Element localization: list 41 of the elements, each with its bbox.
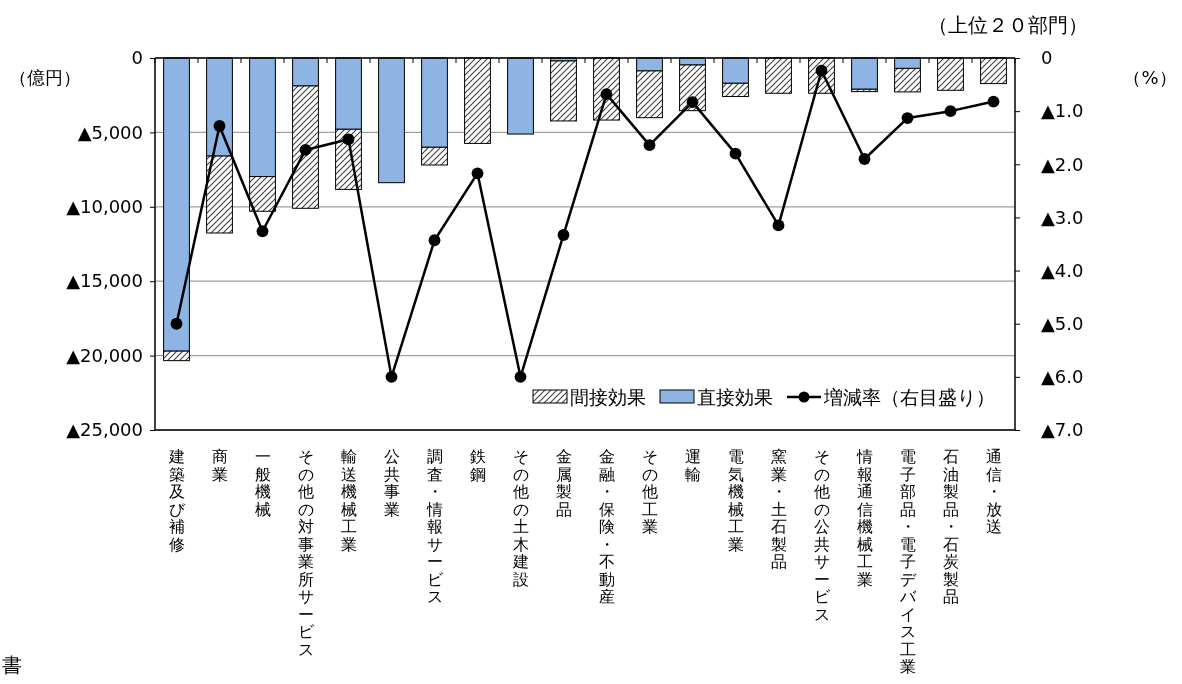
x-tick-label: 通信・放送 <box>985 447 1002 536</box>
x-tick-label: 商業 <box>211 447 228 484</box>
y-tick-label: ▲5,000 <box>77 121 143 143</box>
y2-axis-title: （%） <box>1123 67 1177 88</box>
category-label: 金融・保険・不動産 <box>598 447 615 606</box>
category-label: 調査・情報サービス <box>426 447 443 606</box>
x-tick-label: 公共事業 <box>383 447 400 519</box>
chart-subtitle: （上位２０部門） <box>928 13 1088 37</box>
x-tick-label: 建築及び補修 <box>167 447 186 554</box>
x-tick-label: その他工業 <box>641 447 658 536</box>
y2-tick-label: ▲4.0 <box>1041 259 1084 281</box>
x-tick-label: その他の土木建設 <box>511 447 529 589</box>
category-label: 電子部品・電子デバイス工業 <box>899 447 916 676</box>
category-label: その他の公共サービス <box>813 447 830 624</box>
y2-tick-label: ▲5.0 <box>1041 312 1084 334</box>
x-tick-label: 情報通信機械工業 <box>855 447 873 589</box>
y-tick-label: ▲15,000 <box>66 270 143 292</box>
category-label: 石油製品・石炭製品 <box>942 447 959 606</box>
x-tick-label: 電気機械工業 <box>727 447 744 554</box>
y2-tick-label: ▲6.0 <box>1041 366 1084 388</box>
y-tick-label: ▲10,000 <box>66 196 143 218</box>
legend-label: 間接効果 <box>570 386 646 408</box>
x-tick-label: 金属製品 <box>555 447 572 519</box>
y-tick-label: ▲25,000 <box>66 419 143 441</box>
x-tick-label: 輸送機械工業 <box>340 447 357 554</box>
y-tick-label: ▲20,000 <box>66 344 143 366</box>
y2-tick-label: ▲2.0 <box>1041 153 1084 175</box>
y2-tick-label: ▲7.0 <box>1041 419 1084 441</box>
y2-tick-label: ▲1.0 <box>1041 100 1084 122</box>
y2-tick-label: 0 <box>1041 47 1053 69</box>
x-tick-label: 一般機械 <box>254 447 271 519</box>
x-tick-label: 窯業・土石製品 <box>770 447 787 571</box>
y-axis-title: （億円） <box>9 67 81 88</box>
y-tick-label: 0 <box>131 47 143 69</box>
legend-label: 増減率（右目盛り） <box>823 386 995 408</box>
legend-label: 直接効果 <box>697 386 773 408</box>
text: 書 <box>2 653 22 677</box>
category-label: その他の対事業所サービス <box>297 447 314 659</box>
x-tick-label: 運輸 <box>684 447 701 484</box>
y2-tick-label: ▲3.0 <box>1041 206 1084 228</box>
x-tick-label: 鉄鋼 <box>469 447 486 484</box>
